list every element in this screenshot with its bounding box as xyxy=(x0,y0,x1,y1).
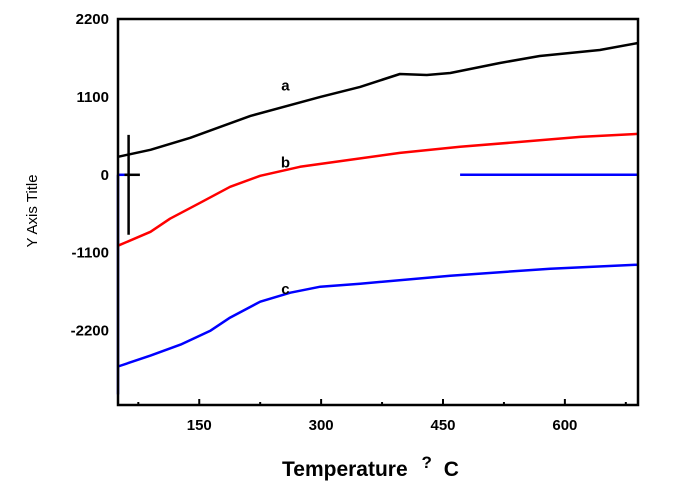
curve-labels: a b c xyxy=(281,78,290,298)
x-axis-ticks: 150 300 450 600 xyxy=(137,399,627,434)
y-tick-label: 2200 xyxy=(76,11,109,28)
y-tick-label: -1100 xyxy=(71,245,109,262)
y-axis-ticks: 2200 1100 0 -1100 -2200 xyxy=(71,11,109,340)
series-lines xyxy=(117,41,639,368)
y-tick-label: 0 xyxy=(101,167,109,184)
curve-label-b: b xyxy=(281,155,290,172)
x-axis-title-text: Temperature xyxy=(282,458,408,481)
x-axis-title: Temperature ? C xyxy=(282,450,459,481)
series-line-b xyxy=(117,132,639,247)
x-tick-label: 600 xyxy=(552,417,577,434)
x-axis-title-unit: C xyxy=(444,458,459,481)
curve-label-c: c xyxy=(281,281,289,298)
curve-label-a: a xyxy=(281,78,290,95)
x-tick-label: 150 xyxy=(187,417,212,434)
y-axis-title: Y Axis Title xyxy=(24,174,41,247)
series-line-a xyxy=(117,41,639,159)
x-axis-title-degree-symbol: ? xyxy=(422,453,432,472)
x-tick-label: 450 xyxy=(430,417,455,434)
y-tick-label: 1100 xyxy=(76,89,109,106)
artifact-lines xyxy=(116,134,638,395)
x-tick-label: 300 xyxy=(309,417,334,434)
plot-frame xyxy=(116,17,640,407)
series-line-c xyxy=(117,263,639,368)
y-tick-label: -2200 xyxy=(71,323,109,340)
